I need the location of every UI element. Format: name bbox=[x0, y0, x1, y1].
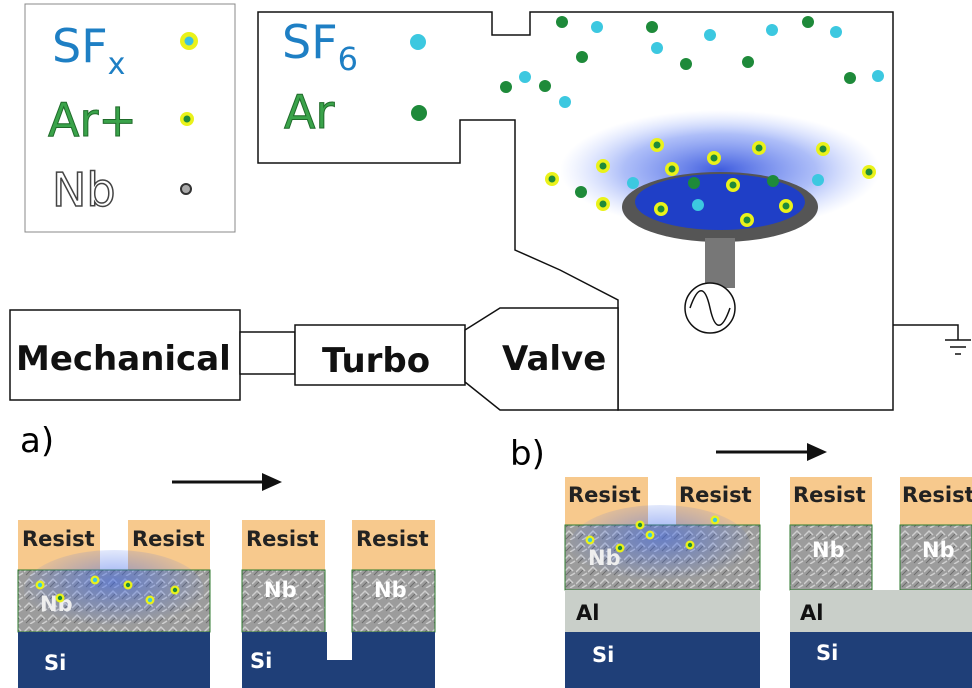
ar-particle bbox=[680, 58, 692, 70]
etch-glow bbox=[570, 505, 750, 585]
icon bbox=[411, 105, 427, 121]
layer-label: Resist bbox=[22, 527, 95, 551]
platen-top bbox=[635, 174, 805, 230]
layer-label: Resist bbox=[356, 527, 429, 551]
ion-core bbox=[549, 176, 556, 183]
ground bbox=[893, 325, 971, 354]
layer-label: Nb bbox=[812, 538, 845, 562]
sf-particle bbox=[872, 70, 884, 82]
ion-core bbox=[866, 169, 873, 176]
legend-label: Nb bbox=[52, 163, 116, 217]
layer-label: Si bbox=[592, 643, 614, 667]
layer-label: Si bbox=[44, 651, 66, 675]
ion-core bbox=[713, 518, 717, 522]
layer-label: Al bbox=[576, 601, 599, 625]
ion-core bbox=[820, 146, 827, 153]
diagram: SFx Ar+ Nb SF6 Ar Mechanical Turbo Valve… bbox=[0, 0, 972, 688]
ar-particle bbox=[802, 16, 814, 28]
ion-core bbox=[58, 596, 62, 600]
layer-label: Resist bbox=[246, 527, 319, 551]
sf-particle bbox=[812, 174, 824, 186]
ion-core bbox=[126, 583, 130, 587]
layer-label: Resist bbox=[902, 483, 972, 507]
arrow bbox=[262, 473, 282, 491]
sf-particle bbox=[766, 24, 778, 36]
layer-label: Al bbox=[800, 601, 823, 625]
layer-label: Resist bbox=[568, 483, 641, 507]
pipe bbox=[240, 332, 295, 374]
sf-particle bbox=[704, 29, 716, 41]
ion-core bbox=[688, 543, 692, 547]
layer-label: Si bbox=[250, 649, 272, 673]
ion-core bbox=[38, 583, 42, 587]
legend-label: Ar+ bbox=[48, 93, 137, 147]
panel-label: a) bbox=[20, 421, 54, 461]
stem bbox=[705, 238, 735, 288]
ion-core bbox=[648, 533, 652, 537]
ion-core bbox=[148, 598, 152, 602]
icon bbox=[185, 37, 194, 46]
panel-label: b) bbox=[510, 434, 545, 474]
ion-core bbox=[756, 145, 763, 152]
sf-particle bbox=[519, 71, 531, 83]
ar-particle bbox=[556, 16, 568, 28]
sf-particle bbox=[559, 96, 571, 108]
ion-core bbox=[711, 155, 718, 162]
layer-label: Nb bbox=[374, 578, 407, 602]
icon bbox=[410, 34, 426, 50]
ar-particle bbox=[539, 80, 551, 92]
layer-label: Resist bbox=[132, 527, 205, 551]
ion-core bbox=[669, 166, 676, 173]
ion-core bbox=[658, 206, 665, 213]
layer-label: Resist bbox=[793, 483, 866, 507]
ion-core bbox=[654, 142, 661, 149]
ion-core bbox=[588, 538, 592, 542]
ion-core bbox=[600, 201, 607, 208]
ion-core bbox=[173, 588, 177, 592]
arrow bbox=[807, 443, 827, 461]
layer-label: Nb bbox=[922, 538, 955, 562]
ar-particle bbox=[688, 177, 700, 189]
layer-label: Resist bbox=[679, 483, 752, 507]
sf-particle bbox=[651, 42, 663, 54]
layer-label: Nb bbox=[588, 546, 621, 570]
icon bbox=[181, 184, 191, 194]
ion-core bbox=[730, 182, 737, 189]
sf-particle bbox=[830, 26, 842, 38]
ion-core bbox=[783, 203, 790, 210]
ion-core bbox=[93, 578, 97, 582]
ion-core bbox=[600, 163, 607, 170]
pump-label: Valve bbox=[502, 339, 606, 379]
ion-core bbox=[744, 217, 751, 224]
sf-particle bbox=[591, 21, 603, 33]
layer-label: Nb bbox=[264, 578, 297, 602]
ar-particle bbox=[500, 81, 512, 93]
ar-particle bbox=[767, 175, 779, 187]
ion-core bbox=[638, 523, 642, 527]
ar-particle bbox=[576, 51, 588, 63]
pump-label: Mechanical bbox=[16, 339, 231, 379]
ion-core bbox=[618, 546, 622, 550]
ar-particle bbox=[844, 72, 856, 84]
ar-particle bbox=[646, 21, 658, 33]
sf-particle bbox=[627, 177, 639, 189]
icon bbox=[184, 116, 191, 123]
gas-label: Ar bbox=[284, 85, 334, 139]
layer-label: Si bbox=[816, 641, 838, 665]
sf-particle bbox=[692, 199, 704, 211]
ar-particle bbox=[742, 56, 754, 68]
pump-label: Turbo bbox=[322, 341, 430, 381]
ar-particle bbox=[575, 186, 587, 198]
